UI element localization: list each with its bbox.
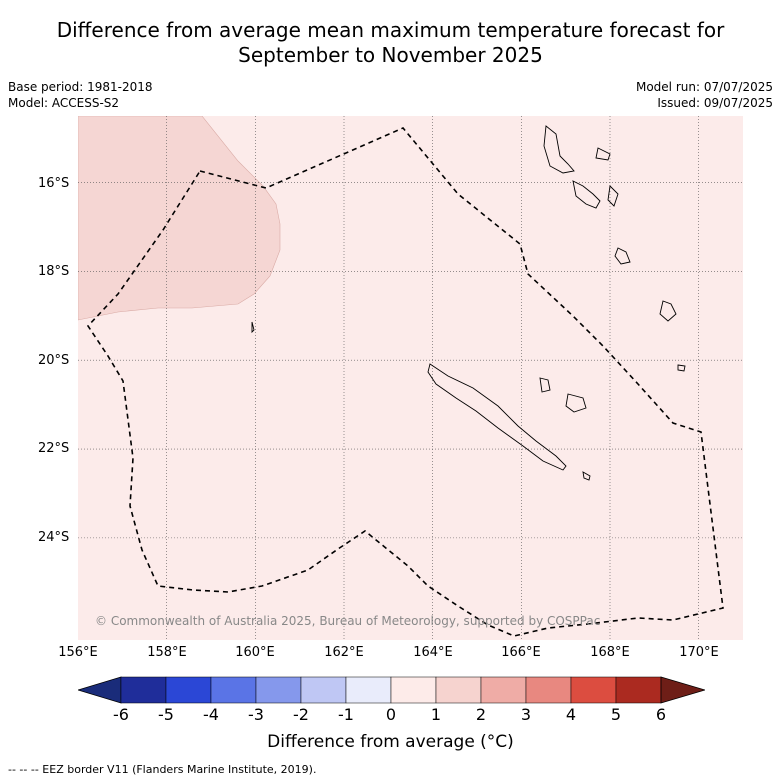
colorbar: [78, 676, 705, 704]
meta-right: Model run: 07/07/2025 Issued: 09/07/2025: [636, 79, 773, 111]
colorbar-segment: [390, 676, 437, 704]
colorbar-segment: [570, 676, 617, 704]
lat-label-20s: 20°S: [38, 353, 70, 368]
lat-label-16s: 16°S: [38, 176, 70, 191]
coastline-islet-1: [659, 300, 677, 322]
colorbar-segments: [120, 676, 662, 704]
colorbar-segment: [525, 676, 572, 704]
coastlines: [427, 125, 686, 481]
model-name: Model: ACCESS-S2: [8, 96, 120, 110]
map-panel: [78, 116, 743, 640]
colorbar-tick-m2: -2: [293, 705, 309, 724]
colorbar-tick-0: 0: [385, 705, 397, 724]
colorbar-tick-5: 5: [610, 705, 622, 724]
anomaly-region: [78, 116, 281, 321]
lat-label-24s: 24°S: [38, 530, 70, 545]
lon-label-168e: 168°E: [590, 645, 630, 660]
colorbar-tick-1: 1: [430, 705, 442, 724]
gridlines: [78, 116, 743, 640]
colorbar-tick-3: 3: [520, 705, 532, 724]
colorbar-segment: [345, 676, 392, 704]
colorbar-segment: [255, 676, 302, 704]
meta-left: Base period: 1981-2018 Model: ACCESS-S2: [8, 79, 153, 111]
colorbar-over-arrow: [660, 676, 705, 704]
colorbar-tick-m1: -1: [338, 705, 354, 724]
colorbar-segment: [615, 676, 662, 704]
model-run: Model run: 07/07/2025: [635, 80, 773, 94]
colorbar-segment: [435, 676, 482, 704]
lon-label-160e: 160°E: [235, 645, 275, 660]
colorbar-segment: [300, 676, 347, 704]
lon-label-162e: 162°E: [324, 645, 364, 660]
colorbar-segment: [210, 676, 257, 704]
coastline-vanuatu-north: [543, 125, 575, 174]
base-period: Base period: 1981-2018: [8, 80, 153, 94]
lon-label-166e: 166°E: [501, 645, 541, 660]
coastline-islet-2: [677, 364, 686, 372]
colorbar-segment: [120, 676, 167, 704]
colorbar-tick-m4: -4: [203, 705, 219, 724]
lon-label-170e: 170°E: [679, 645, 719, 660]
lon-label-156e: 156°E: [58, 645, 98, 660]
coastline-islet-5: [607, 185, 619, 207]
colorbar-title: Difference from average (°C): [267, 732, 514, 752]
coastline-islet-4: [595, 147, 611, 161]
coastline-vanuatu-south: [614, 247, 631, 265]
coastline-new-caledonia: [427, 363, 567, 471]
coastline-islet-3: [582, 471, 591, 481]
colorbar-tick-m6: -6: [113, 705, 129, 724]
colorbar-tick-m3: -3: [248, 705, 264, 724]
lon-label-164e: 164°E: [413, 645, 453, 660]
colorbar-segment: [165, 676, 212, 704]
coastline-loyalty-2: [565, 393, 587, 413]
colorbar-segment: [480, 676, 527, 704]
lat-label-22s: 22°S: [38, 441, 70, 456]
issued-date: Issued: 09/07/2025: [657, 96, 773, 110]
eez-legend-footer: -- -- -- EEZ border V11 (Flanders Marine…: [8, 763, 317, 776]
copyright-notice: © Commonwealth of Australia 2025, Bureau…: [95, 614, 601, 628]
coastline-chesterfield: [251, 321, 255, 334]
colorbar-tick-2: 2: [475, 705, 487, 724]
title-line-2: September to November 2025: [238, 43, 543, 67]
coastline-loyalty-1: [539, 377, 551, 393]
chart-title: Difference from average mean maximum tem…: [0, 18, 781, 68]
title-line-1: Difference from average mean maximum tem…: [56, 18, 725, 42]
colorbar-tick-4: 4: [565, 705, 577, 724]
lon-label-158e: 158°E: [147, 645, 187, 660]
colorbar-tick-m5: -5: [158, 705, 174, 724]
coastline-vanuatu-mid: [572, 180, 601, 209]
colorbar-under-arrow: [78, 676, 122, 704]
lat-label-18s: 18°S: [38, 264, 70, 279]
colorbar-tick-6: 6: [655, 705, 667, 724]
